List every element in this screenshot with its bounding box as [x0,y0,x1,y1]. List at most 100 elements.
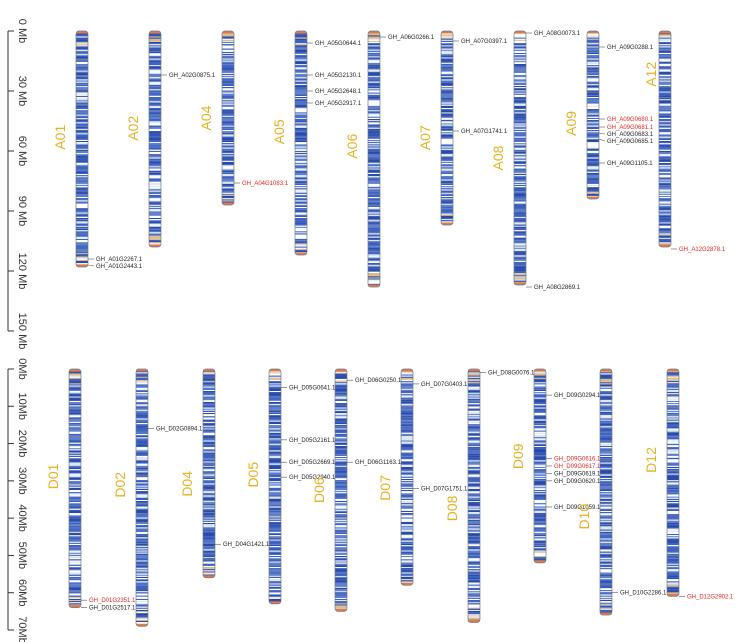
gene-label: GH_A08G2869.1 [534,285,581,291]
gene-marker: GH_D01G2517.1 [81,606,136,612]
gene-marker: GH_A09G0685.1 [598,138,654,145]
gene-label: GH_A08G0073.1 [534,31,581,37]
gene-label: GH_D09G0619.1 [554,471,601,477]
gene-marker: GH_A09G1105.1 [599,161,653,167]
chromosome-d12: D12 GH_D12G2902.1 [643,368,734,600]
axis-tick-label: 60 Mb [16,136,28,167]
chromosome-a07: A07 GH_A07G0397.1 GH_A07G1741.1 [417,30,508,226]
axis-tick-label: 120 Mb [16,253,28,290]
chromosome-label: D08 [444,495,460,521]
gene-label: GH_A09G0681.1 [607,125,654,131]
axis-tick-label: 90 Mb [16,196,28,227]
chromosome-a02: A02 GH_A02G0875.1 [125,30,216,248]
chromosome-label: A04 [198,105,214,130]
chromosome-label: D07 [377,475,393,501]
chromosome-label: D12 [643,447,659,473]
gene-label: GH_A07G0397.1 [461,39,508,45]
chromosome-outline [68,368,82,608]
gene-label: GH_A02G0875.1 [169,73,216,79]
gene-label: GH_D09G0620.1 [554,479,601,485]
gene-marker: GH_A07G0397.1 [453,39,508,45]
chromosome-label: A12 [643,62,659,87]
gene-marker: GH_D10G2286.1 [612,591,667,597]
gene-marker: GH_D01G2351.1 [81,598,136,604]
gene-label: GH_D01G2517.1 [89,606,136,612]
gene-marker: GH_D07G1751.1 [413,486,468,492]
chromosome-a01: A01 GH_A01G2267.1GH_A01G2443.1 [52,30,143,270]
chromosome-outline [135,368,149,627]
gene-connector [87,264,95,267]
gene-marker: GH_D05G0641.1 [281,386,336,392]
gene-label: GH_D05G2669.1 [289,460,336,466]
gene-label: GH_A05G2648.1 [315,89,362,95]
gene-label: GH_D09G0617.1 [554,464,601,470]
gene-label: GH_D01G2351.1 [89,598,136,604]
gene-label: GH_D09G1059.1 [554,505,601,511]
gene-label: GH_A05G2130.1 [315,73,362,79]
gene-label: GH_A07G1741.1 [461,129,508,135]
chromosome-a08: A08 GH_A08G0073.1 GH_A08G2869.1 [490,30,581,291]
gene-marker: GH_D06G1163.1 [347,460,402,466]
chromosome-outline [334,368,348,612]
gene-marker: GH_A09G0681.1 [599,125,654,131]
gene-marker: GH_A05G2648.1 [307,89,362,95]
chromosome-outline [400,368,414,586]
chromosome-d05: D05 GH_D05G0641.1 GH_D05G2161.1 GH_D05G2669… [245,368,336,605]
gene-marker: GH_D02G0894.1 [148,427,203,433]
chromosome-label: A01 [52,125,68,150]
gene-marker: GH_A02G0875.1 [161,73,216,79]
chromosome-d09: D09 GH_D09G0294.1 GH_D09G0616.1 GH_D09G0617… [510,368,601,564]
gene-marker: GH_A07G1741.1 [453,129,508,135]
chromosome-label: A06 [344,134,360,159]
gene-marker: GH_A05G2917.1 [307,101,362,107]
axis-tick-label: 60Mb [16,579,28,607]
gene-marker: GH_D05G2669.1 [281,460,336,466]
gene-marker: GH_A05G2130.1 [307,73,362,79]
chromosome-a05: A05 GH_A05G0644.1 GH_A05G2130.1 GH_A05G2648… [271,30,362,256]
gene-label: GH_D07G1751.1 [421,486,468,492]
chromosome-outline [221,30,235,206]
bottom-panel: 0Mb 10Mb 20Mb 30Mb 40Mb 50Mb 60Mb 70Mb D01 GH_D01… [7,358,734,642]
gene-label: GH_A12G2878.1 [679,247,726,253]
chromosome-outline [75,30,89,268]
gene-label: GH_D05G2161.1 [289,438,336,444]
gene-label: GH_A01G2443.1 [96,264,143,270]
gene-marker: GH_A09G0683.1 [598,132,654,138]
chromosome-outline [440,30,454,226]
gene-marker: GH_A01G2443.1 [87,264,143,270]
chromosome-a09: A09 GH_A09G0288.1 GH_A09G0680.1 GH_A09G0681… [563,30,654,200]
chromosome-outline [599,368,613,616]
gene-marker: GH_D07G0403.1 [413,382,468,388]
gene-marker: GH_A08G0073.1 [526,31,581,37]
gene-label: GH_D12G2902.1 [687,594,734,600]
chromosome-d01: D01 GH_D01G2351.1 GH_D01G2517.1 [45,368,136,612]
gene-label: GH_A09G0680.1 [607,117,654,123]
gene-marker: GH_D04G1421.1 [215,542,270,548]
chromosome-outline [294,30,308,256]
axis-tick-label: 150 Mb [16,313,28,350]
chromosome-outline [268,368,282,605]
gene-marker: GH_D09G0620.1 [546,479,601,485]
top-panel: 0 Mb 30 Mb 60 Mb 90 Mb 120 Mb 150 Mb A01 GH_A01… [7,19,726,350]
gene-marker: GH_D05G2161.1 [281,438,336,444]
chromosome-label: D10 [576,504,592,530]
chromosome-outline [586,30,600,200]
chromosome-d10: D10 GH_D10G2286.1 [576,368,667,616]
chromosome-outline [513,30,527,286]
chromosome-label: D04 [179,471,195,497]
chromosome-label: A07 [417,125,433,150]
chromosome-label: D02 [112,472,128,498]
gene-marker: GH_A05G0644.1 [307,41,362,47]
gene-marker: GH_D09G0617.1 [546,464,601,470]
chromosome-label: A02 [125,116,141,141]
gene-marker: GH_A08G2869.1 [526,285,581,291]
gene-marker: GH_A06G0266.1 [380,35,435,41]
gene-marker: GH_D09G1059.1 [546,505,601,511]
chromosome-d02: D02 GH_D02G0894.1 [112,368,203,627]
gene-marker: GH_D09G0619.1 [546,471,601,477]
gene-marker: GH_A01G2267.1 [88,257,143,263]
chromosome-label: D06 [311,477,327,503]
gene-label: GH_A09G0683.1 [607,132,654,138]
